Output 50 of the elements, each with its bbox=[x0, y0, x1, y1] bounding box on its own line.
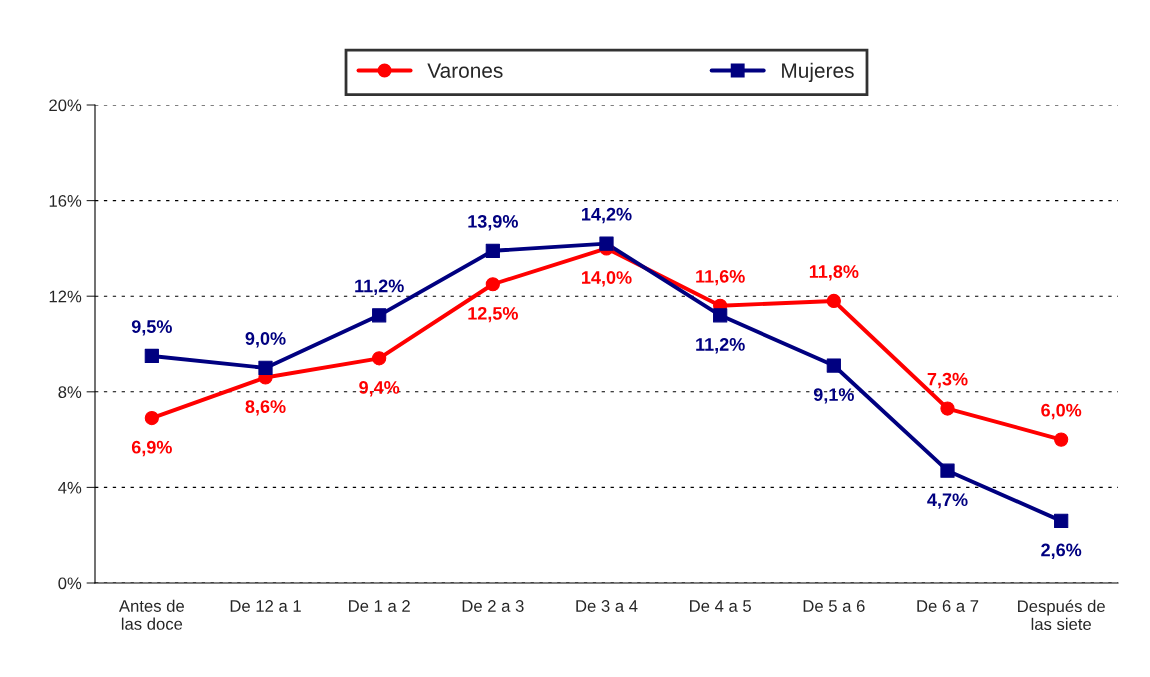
y-tick-label: 20% bbox=[49, 99, 82, 112]
x-tick-label: Después de las siete bbox=[1018, 599, 1105, 631]
data-label: 13,9% bbox=[468, 214, 518, 231]
data-label: 9,5% bbox=[131, 320, 172, 336]
point bbox=[1054, 432, 1069, 447]
x-tick-label: De 12 a 1 bbox=[230, 600, 301, 612]
point bbox=[826, 358, 841, 373]
data-label: 6,0% bbox=[1041, 403, 1082, 420]
data-label: 11,2% bbox=[696, 338, 745, 354]
x-tick-label: De 3 a 4 bbox=[576, 600, 638, 612]
data-label: 2,6% bbox=[1041, 543, 1082, 559]
data-label: 11,6% bbox=[696, 269, 745, 286]
data-label: 9,1% bbox=[813, 388, 854, 404]
y-tick-label: 4% bbox=[58, 481, 82, 494]
data-label: 12,5% bbox=[468, 306, 518, 323]
x-tick-label: De 4 a 5 bbox=[690, 600, 751, 612]
point bbox=[940, 401, 955, 416]
x-tick-label: De 2 a 3 bbox=[462, 600, 524, 612]
y-tick-label: 16% bbox=[49, 195, 82, 207]
point bbox=[1054, 513, 1069, 528]
point bbox=[144, 348, 159, 364]
x-tick-label: De 1 a 2 bbox=[349, 600, 410, 612]
point bbox=[258, 360, 273, 376]
data-label: 4,7% bbox=[927, 493, 968, 509]
y-tick-label: 0% bbox=[58, 577, 82, 590]
x-tick-label: De 5 a 6 bbox=[803, 600, 865, 612]
point bbox=[940, 463, 955, 478]
legend-label: Mujeres bbox=[782, 62, 854, 83]
x-tick-label: De 6 a 7 bbox=[917, 600, 979, 612]
point bbox=[485, 243, 500, 258]
y-tick-label: 8% bbox=[58, 386, 82, 398]
point bbox=[372, 308, 387, 323]
point bbox=[372, 351, 387, 366]
data-label: 9,4% bbox=[359, 381, 400, 397]
point bbox=[713, 308, 728, 323]
data-label: 7,3% bbox=[927, 372, 968, 389]
point bbox=[599, 236, 614, 251]
point bbox=[144, 410, 159, 426]
x-tick-label: Antes de las doce bbox=[118, 599, 184, 630]
legend-label: Varones bbox=[427, 63, 503, 78]
data-label: 14,0% bbox=[582, 271, 632, 287]
data-label: 11,8% bbox=[809, 265, 859, 281]
data-label: 6,9% bbox=[131, 440, 172, 457]
data-label: 11,2% bbox=[355, 279, 404, 295]
point bbox=[485, 277, 500, 292]
data-label: 14,2% bbox=[582, 207, 632, 224]
data-label: 8,6% bbox=[245, 400, 286, 416]
y-tick-label: 12% bbox=[49, 290, 82, 303]
data-label: 9,0% bbox=[245, 332, 286, 348]
point bbox=[826, 293, 841, 309]
